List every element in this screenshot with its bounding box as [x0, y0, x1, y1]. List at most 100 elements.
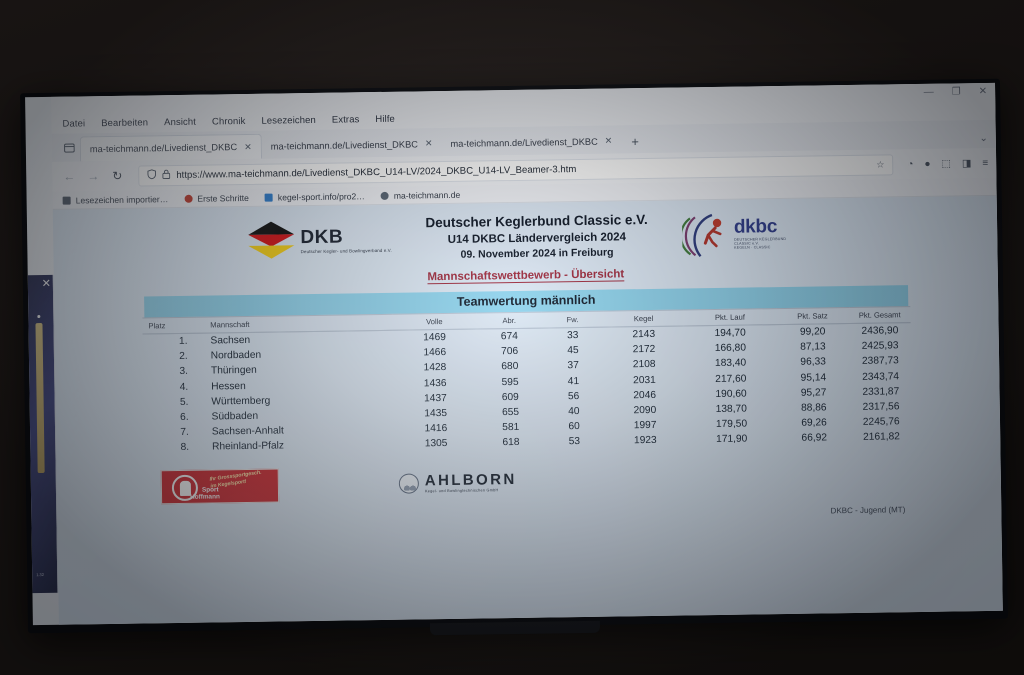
menu-item-chronik[interactable]: Chronik [211, 115, 246, 128]
pocket-icon[interactable]: ◔ [907, 158, 914, 170]
cell-pkt_satz: 88,86 [800, 402, 827, 414]
cell-pkt_satz: 99,20 [799, 326, 826, 338]
globe-icon [380, 191, 389, 200]
background-window-close-icon[interactable]: ✕ [41, 277, 51, 290]
sync-icon[interactable]: ◨ [961, 157, 972, 169]
dkb-logo-name: DKB [300, 226, 344, 248]
column-header-pkt-satz: Pkt. Satz [775, 307, 850, 325]
results-table-body: 1. Sachsen 1469 674 33 2143 194,70 99,20 2436,90… [143, 323, 913, 456]
dkbc-logo-line2: KEGELN · CLASSIC [734, 244, 771, 250]
tab-3[interactable]: ma-teichmann.de/Livedienst_DKBC ✕ [441, 128, 621, 156]
menu-item-hilfe[interactable]: Hilfe [375, 113, 395, 126]
background-window-dot [37, 315, 41, 319]
cell-pkt_satz: 66,92 [801, 432, 828, 445]
minimize-button[interactable]: — [923, 86, 934, 98]
firefox-window: — ❐ ✕ Datei Bearbeiten Ansicht Chronik L… [51, 82, 1003, 625]
menu-item-bearbeiten[interactable]: Bearbeiten [101, 117, 149, 130]
column-header-kegel: Kegel [603, 309, 684, 328]
padlock-icon[interactable] [162, 169, 171, 181]
cell-abr: 655 [501, 406, 520, 419]
close-button[interactable]: ✕ [978, 85, 988, 98]
maximize-button[interactable]: ❐ [951, 86, 961, 98]
cell-pkt_lauf: 166,80 [714, 342, 747, 355]
column-header-fw: Fw. [541, 311, 604, 329]
cell-kegel: 1997 [633, 420, 657, 432]
menu-item-extras[interactable]: Extras [331, 114, 360, 126]
cell-kegel: 2046 [633, 389, 657, 402]
dkb-logo-subtitle: Deutscher Kegler- und Bowlingverband e.V… [300, 247, 392, 254]
cell-pkt_satz: 95,27 [800, 387, 827, 399]
cell-abr: 581 [502, 422, 520, 434]
cell-volle: 1416 [424, 423, 448, 435]
cell-pkt_gesamt: 2331,87 [862, 386, 900, 398]
cell-pkt_gesamt: 2387,73 [861, 355, 899, 368]
cell-kegel: 1923 [633, 435, 657, 447]
cell-pkt_lauf: 190,60 [715, 388, 747, 400]
new-tab-button[interactable]: + [631, 134, 640, 150]
firefox-icon [184, 194, 193, 203]
tab-1-close-icon[interactable]: ✕ [244, 141, 252, 152]
cell-pkt_lauf: 183,40 [714, 358, 747, 370]
bookmark-kegel-sport-label: kegel-sport.info/pro2… [277, 190, 365, 202]
forward-button[interactable]: → [87, 169, 100, 184]
cell-volle: 1435 [424, 408, 448, 420]
menu-item-lesezeichen[interactable]: Lesezeichen [261, 114, 316, 127]
cell-kegel: 2108 [632, 359, 656, 371]
cell-pkt_gesamt: 2161,82 [862, 431, 900, 444]
account-icon[interactable]: ● [924, 158, 931, 170]
menu-item-ansicht[interactable]: Ansicht [164, 116, 197, 129]
sponsor-ahlborn-logo: AHLBORN Kegel- und Bowlingtechnischen Gm… [398, 470, 517, 494]
cell-fw: 40 [568, 406, 580, 418]
bookmark-kegel-sport[interactable]: kegel-sport.info/pro2… [264, 190, 365, 202]
back-button[interactable]: ← [63, 169, 76, 184]
ahlborn-name: AHLBORN [424, 470, 517, 489]
dkbc-logo: dkbc DEUTSCHER KEGLERBUND CLASSIC e.V. K… [679, 209, 803, 259]
bookmark-erste-schritte[interactable]: Erste Schritte [184, 192, 249, 203]
tab-strip: ma-teichmann.de/Livedienst_DKBC ✕ ma-tei… [51, 119, 996, 162]
cell-platz: 3. [179, 366, 189, 378]
reload-button[interactable]: ↻ [112, 168, 123, 183]
cell-volle: 1436 [423, 377, 447, 389]
menu-item-datei[interactable]: Datei [62, 118, 86, 130]
cell-abr: 595 [501, 376, 519, 388]
dkbc-logo-name: dkbc [733, 216, 778, 239]
list-all-tabs-icon[interactable] [58, 135, 80, 159]
app-menu-icon[interactable]: ≡ [982, 157, 989, 169]
cell-pkt_lauf: 171,90 [716, 433, 748, 446]
column-header-pkt-gesamt: Pkt. Gesamt [848, 306, 911, 324]
cell-volle: 1305 [424, 438, 448, 450]
shield-icon[interactable] [147, 169, 157, 181]
cell-fw: 45 [567, 345, 579, 357]
cell-fw: 41 [567, 375, 580, 387]
cell-kegel: 2172 [632, 344, 656, 356]
cell-pkt_lauf: 179,50 [715, 418, 748, 431]
tab-1[interactable]: ma-teichmann.de/Livedienst_DKBC ✕ [79, 133, 262, 162]
monitor-stand [429, 620, 601, 636]
tab-2-close-icon[interactable]: ✕ [424, 138, 433, 149]
bookmark-ma-teichmann[interactable]: ma-teichmann.de [380, 189, 460, 200]
cell-platz: 4. [179, 381, 189, 393]
url-text[interactable]: https://www.ma-teichmann.de/Livedienst_D… [176, 163, 577, 181]
page-title-block: Deutscher Keglerbund Classic e.V. U14 DK… [425, 211, 648, 263]
extensions-icon[interactable]: ⬚ [941, 157, 951, 170]
cell-kegel: 2090 [633, 404, 657, 417]
column-header-platz: Platz [142, 317, 197, 335]
cell-abr: 618 [502, 437, 520, 449]
tab-3-close-icon[interactable]: ✕ [604, 135, 613, 146]
bookmark-import[interactable]: Lesezeichen importier… [62, 194, 168, 206]
cell-pkt_satz: 69,26 [801, 417, 827, 429]
cell-abr: 674 [500, 331, 518, 343]
tab-2[interactable]: ma-teichmann.de/Livedienst_DKBC ✕ [262, 131, 442, 159]
tab-1-title: ma-teichmann.de/Livedienst_DKBC [89, 142, 238, 155]
cell-platz: 1. [178, 335, 188, 348]
hoffmann-name-line2: Hoffmann [190, 492, 220, 501]
screen: ✕ 1.32 — ❐ ✕ Datei Bearbeiten Ansicht Ch… [25, 82, 1003, 626]
cell-abr: 680 [501, 361, 519, 373]
bookmark-star-icon[interactable]: ☆ [876, 158, 885, 170]
bookmark-erste-schritte-label: Erste Schritte [197, 192, 249, 204]
tab-strip-chevron-down-icon[interactable]: ⌄ [979, 132, 988, 145]
cell-pkt_satz: 87,13 [800, 341, 826, 354]
cell-platz: 8. [180, 442, 190, 454]
url-bar[interactable]: https://www.ma-teichmann.de/Livedienst_D… [138, 153, 894, 187]
